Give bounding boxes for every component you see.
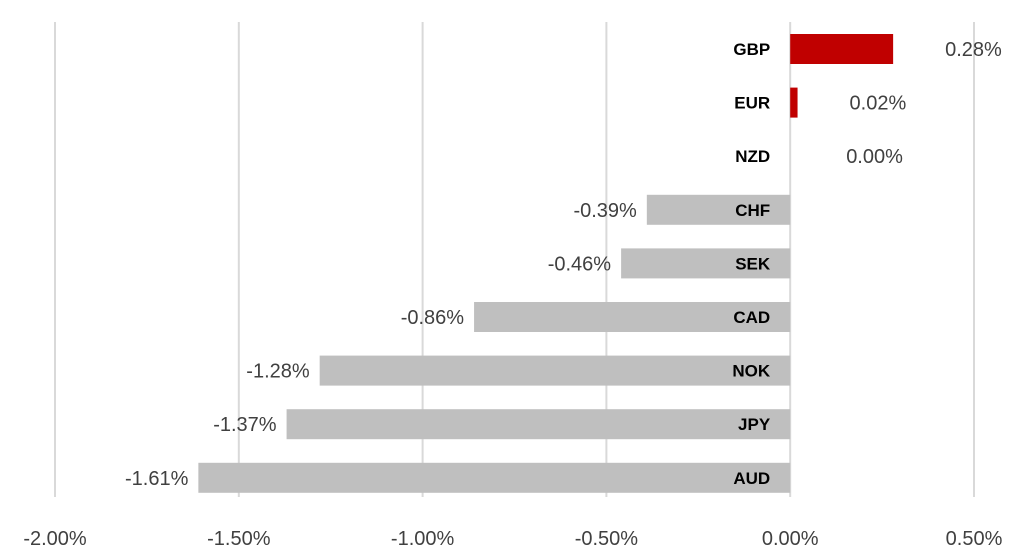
bar-sek — [621, 248, 791, 279]
x-tick-label: 0.50% — [946, 528, 1003, 550]
bar-nok — [319, 355, 791, 386]
x-tick-label: 0.00% — [762, 528, 819, 550]
category-label: GBP — [733, 40, 770, 59]
x-tick-label: -1.50% — [207, 528, 271, 550]
bar-aud — [198, 462, 791, 493]
value-label: -1.37% — [213, 414, 277, 436]
category-label: JPY — [738, 415, 771, 434]
value-label: -1.28% — [246, 361, 310, 383]
labels: GBP 0.28% EUR 0.02% NZD 0.00% CHF -0.39% SEK -0.4… — [125, 39, 1002, 490]
value-label: -0.46% — [548, 253, 612, 275]
x-tick-label: -2.00% — [23, 528, 87, 550]
bar-jpy — [286, 409, 791, 440]
x-axis-ticks: -2.00% -1.50% -1.00% -0.50% 0.00% 0.50% — [23, 528, 1002, 550]
category-label: AUD — [733, 469, 770, 488]
category-label: SEK — [735, 254, 771, 273]
category-label: CHF — [735, 201, 770, 220]
category-label: NZD — [735, 147, 770, 166]
value-label: 0.00% — [846, 146, 903, 168]
value-label: -0.39% — [573, 200, 637, 222]
value-label: -1.61% — [125, 468, 189, 490]
bar-chf — [646, 194, 791, 225]
bar-cad — [474, 302, 791, 332]
value-label: -0.86% — [401, 307, 465, 329]
bars — [198, 34, 894, 493]
value-label: 0.28% — [945, 39, 1002, 61]
bar-eur — [790, 87, 798, 118]
x-tick-label: -0.50% — [575, 528, 639, 550]
value-label: 0.02% — [850, 93, 907, 115]
category-label: EUR — [734, 94, 770, 113]
bar-gbp — [790, 34, 894, 64]
category-label: NOK — [732, 362, 771, 381]
category-label: CAD — [733, 308, 770, 327]
x-tick-label: -1.00% — [391, 528, 455, 550]
